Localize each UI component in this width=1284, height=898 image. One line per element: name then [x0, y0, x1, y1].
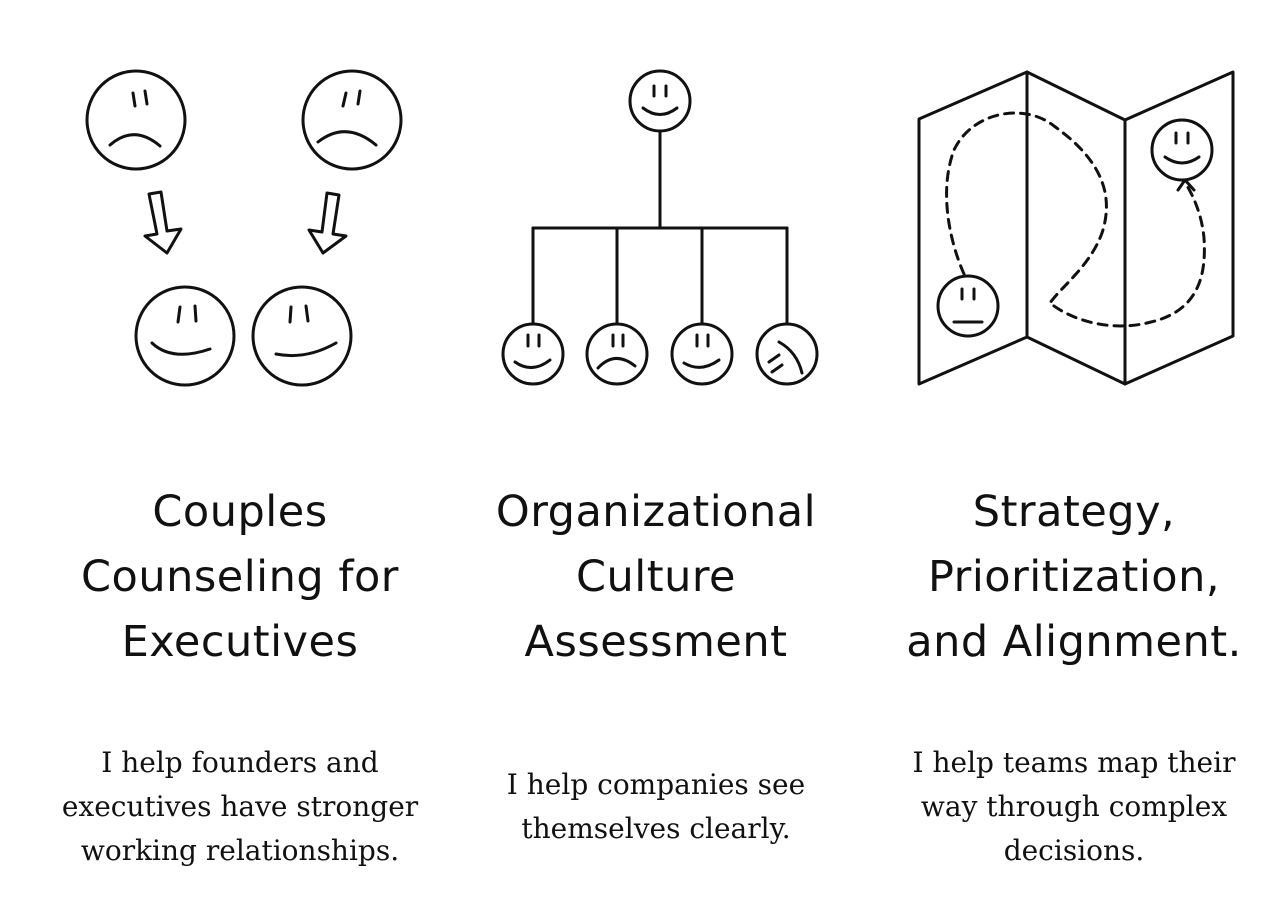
down-arrow-icon: [143, 190, 183, 255]
service-description: I help teams map their way through compl…: [912, 746, 1236, 867]
service-card-strategy-alignment: Strategy, Prioritization, and Alignment.…: [864, 0, 1284, 898]
sad-face-icon: [936, 274, 1000, 338]
happy-face-icon: [251, 285, 353, 387]
service-card-organizational-culture: Organizational Culture Assessment I help…: [446, 0, 866, 898]
service-description: I help companies see themselves clearly.: [506, 768, 806, 845]
service-title: Strategy, Prioritization, and Alignment.: [906, 487, 1242, 667]
happy-face-icon: [1150, 118, 1214, 182]
service-description: I help founders and executives have stro…: [61, 746, 419, 867]
map-path-illustration: [917, 70, 1235, 386]
couples-faces-illustration: [85, 69, 403, 387]
sad-face-icon: [585, 322, 649, 386]
sad-face-icon: [301, 69, 403, 171]
service-title: Organizational Culture Assessment: [495, 487, 817, 667]
dashed-path: [945, 111, 1206, 328]
happy-face-icon: [628, 69, 692, 133]
happy-face-icon: [134, 285, 236, 387]
sideways-face-icon: [755, 322, 819, 386]
sad-face-icon: [85, 69, 187, 171]
arrow-head-icon: [1176, 178, 1196, 192]
happy-face-icon: [670, 322, 734, 386]
service-card-couples-counseling: Couples Counseling for Executives I help…: [30, 0, 450, 898]
org-chart-faces-illustration: [501, 69, 819, 386]
folded-map-icon: [917, 70, 1235, 386]
service-title: Couples Counseling for Executives: [81, 487, 399, 667]
down-arrow-icon: [307, 191, 348, 255]
org-chart-lines: [531, 129, 789, 326]
happy-face-icon: [501, 322, 565, 386]
